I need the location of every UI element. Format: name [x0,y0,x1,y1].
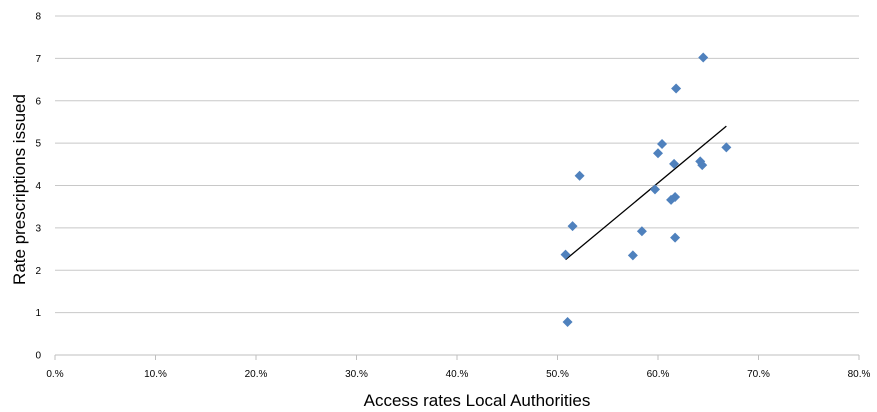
x-axis-ticks: 0.% 10.% 20.% 30.% 40.% 50.% 60.% 70.% 80.% [46,355,871,380]
data-point [636,226,647,237]
y-tick-label: 2 [35,266,41,277]
y-tick-label: 4 [35,181,41,192]
data-point [670,191,681,202]
trendline [565,125,727,261]
data-point [560,249,571,260]
x-tick-label: 30.% [345,369,368,380]
y-tick-label: 7 [35,54,41,65]
y-axis-title: Rate prescriptions issued [10,94,29,285]
data-point [657,138,668,149]
data-point [574,170,585,181]
data-point [562,316,573,327]
y-tick-label: 1 [35,308,41,319]
data-point [653,148,663,159]
x-tick-label: 70.% [747,369,770,380]
x-tick-label: 60.% [647,369,670,380]
data-point [669,158,680,169]
data-point [567,221,578,232]
y-tick-label: 8 [35,12,41,23]
gridlines [55,15,859,314]
y-tick-label: 3 [35,223,41,234]
data-point [649,184,660,195]
x-tick-label: 0.% [46,369,63,380]
x-tick-label: 10.% [144,369,167,380]
x-tick-label: 50.% [546,369,569,380]
data-point [721,142,732,153]
trendline-group [565,125,727,261]
data-point [697,160,708,171]
x-axis-title: Access rates Local Authorities [364,391,591,410]
x-tick-label: 80.% [848,369,871,380]
x-tick-label: 40.% [446,369,469,380]
y-tick-label: 0 [35,351,41,362]
x-tick-label: 20.% [245,369,268,380]
y-axis-ticks: 0 1 2 3 4 5 6 7 8 [35,12,41,362]
y-tick-label: 5 [35,139,41,150]
data-points [560,52,732,327]
data-point [627,250,638,261]
data-point [671,83,682,94]
data-point [670,232,681,243]
data-point [698,52,709,63]
y-tick-label: 6 [35,96,41,107]
